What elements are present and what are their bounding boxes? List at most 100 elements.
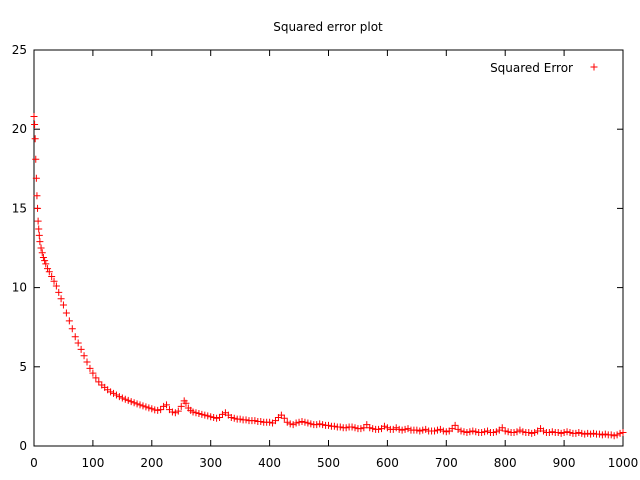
data-point [375,425,383,433]
data-point [77,345,85,353]
data-point [463,429,471,437]
data-point [118,394,126,402]
data-point [413,426,421,434]
data-point [74,339,82,347]
data-point [36,238,44,246]
data-point [545,429,553,437]
data-point [563,428,571,436]
y-axis: 0 5 10 15 20 25 [12,43,623,453]
data-point [201,411,209,419]
data-point [298,417,306,425]
y-tick-label: 20 [12,122,27,136]
data-point [213,414,221,422]
data-point [89,369,97,377]
data-point [301,418,309,426]
data-point [584,429,592,437]
data-point [575,429,583,437]
data-point [121,395,129,403]
data-point [342,424,350,432]
data-point [42,260,50,268]
data-point [71,333,79,341]
data-point [392,424,400,432]
data-point [419,426,427,434]
data-point [207,413,215,421]
data-point [566,429,574,437]
data-point [519,428,527,436]
data-point [454,425,462,433]
data-point [442,428,450,436]
data-point [198,410,206,418]
data-point [59,301,67,309]
data-point [142,403,150,411]
data-point [433,426,441,434]
data-point [431,427,439,435]
data-point [613,431,621,439]
y-tick-label: 5 [19,360,27,374]
data-point [55,288,63,296]
data-point [557,429,565,437]
data-point [130,399,138,407]
data-point [48,273,56,281]
data-point [578,429,586,437]
data-point [360,424,368,432]
data-point [34,204,42,212]
data-point [124,396,132,404]
data-point [469,427,477,435]
x-tick-label: 600 [376,456,399,470]
data-point [171,409,179,417]
x-tick-label: 100 [81,456,104,470]
data-point [216,413,224,421]
data-point [280,414,288,422]
data-point [32,174,40,182]
data-point [380,422,388,430]
data-point [422,425,430,433]
data-point [127,398,135,406]
data-point [57,295,65,303]
data-point [39,254,47,262]
data-point [548,428,556,436]
data-point [80,352,88,360]
data-point [44,265,52,273]
data-point [489,429,497,437]
x-tick-label: 500 [317,456,340,470]
data-point [30,113,38,121]
data-point [32,155,40,163]
data-point [513,428,521,436]
x-tick-label: 300 [199,456,222,470]
data-point [292,419,300,427]
data-point [163,401,171,409]
data-point [498,424,506,432]
data-point [148,405,156,413]
data-point [539,427,547,435]
data-point [504,428,512,436]
data-point [307,420,315,428]
data-point [325,421,332,429]
data-point [531,429,539,437]
data-point [448,425,456,433]
data-point [174,407,182,415]
data-point [286,420,294,428]
data-point [598,431,606,439]
data-point [145,404,153,412]
plot-frame [33,49,624,447]
data-point [218,410,226,418]
data-point [34,217,42,225]
data-point [439,427,447,435]
data-point [607,431,615,439]
data-point [366,424,374,432]
data-point [37,244,45,252]
data-point [528,429,536,437]
data-point [33,192,41,200]
data-point [383,424,391,432]
data-point [416,427,424,435]
data-point [369,425,377,433]
data-point [271,417,279,425]
x-tick-label: 900 [553,456,576,470]
data-point [389,425,397,433]
legend: Squared Error [490,61,598,75]
data-point [466,428,474,436]
data-point [35,225,43,233]
data-point [92,374,100,382]
data-point [590,429,598,437]
